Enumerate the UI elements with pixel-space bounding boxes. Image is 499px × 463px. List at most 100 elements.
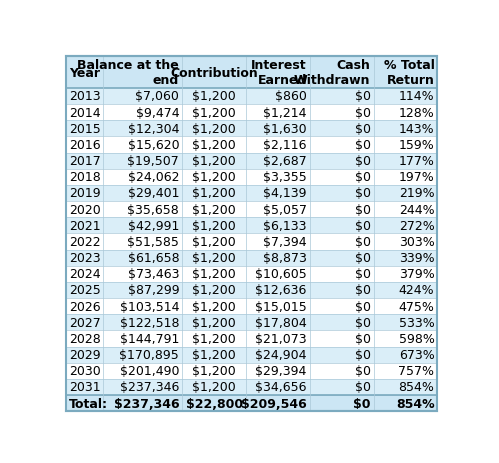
Text: 533%: 533% xyxy=(399,316,435,329)
Text: $12,304: $12,304 xyxy=(128,123,179,136)
Text: $0: $0 xyxy=(355,268,371,281)
Bar xyxy=(374,266,438,282)
Text: 303%: 303% xyxy=(399,236,435,249)
Text: 2016: 2016 xyxy=(69,139,101,152)
Text: Contribution: Contribution xyxy=(170,67,258,80)
Bar xyxy=(310,57,374,89)
Text: $5,057: $5,057 xyxy=(263,203,307,216)
Text: $1,200: $1,200 xyxy=(192,219,236,232)
Text: $237,346: $237,346 xyxy=(114,397,179,410)
Bar xyxy=(246,347,310,363)
Bar xyxy=(310,186,374,202)
Text: 673%: 673% xyxy=(399,349,435,362)
Bar xyxy=(374,234,438,250)
Text: $10,605: $10,605 xyxy=(255,268,307,281)
Bar xyxy=(182,395,246,411)
Text: 2019: 2019 xyxy=(69,187,101,200)
Bar xyxy=(246,137,310,153)
Bar xyxy=(374,347,438,363)
Text: $1,200: $1,200 xyxy=(192,364,236,377)
Bar xyxy=(182,105,246,121)
Text: $0: $0 xyxy=(355,349,371,362)
Bar xyxy=(310,169,374,186)
Text: 424%: 424% xyxy=(399,284,435,297)
Bar xyxy=(66,266,103,282)
Text: $170,895: $170,895 xyxy=(119,349,179,362)
Text: $7,060: $7,060 xyxy=(135,90,179,103)
Text: $29,401: $29,401 xyxy=(128,187,179,200)
Bar xyxy=(182,266,246,282)
Text: $17,804: $17,804 xyxy=(255,316,307,329)
Text: 2015: 2015 xyxy=(69,123,101,136)
Text: $0: $0 xyxy=(355,106,371,119)
Text: 339%: 339% xyxy=(399,251,435,264)
Text: $22,800: $22,800 xyxy=(186,397,243,410)
Bar xyxy=(310,379,374,395)
Text: 598%: 598% xyxy=(399,332,435,345)
Text: 2031: 2031 xyxy=(69,381,101,394)
Text: $19,507: $19,507 xyxy=(127,155,179,168)
Text: 2013: 2013 xyxy=(69,90,101,103)
Text: $1,200: $1,200 xyxy=(192,349,236,362)
Bar xyxy=(246,282,310,299)
Bar xyxy=(374,137,438,153)
Bar xyxy=(310,314,374,331)
Bar xyxy=(374,121,438,137)
Bar xyxy=(246,395,310,411)
Bar xyxy=(66,57,103,89)
Text: 177%: 177% xyxy=(399,155,435,168)
Bar xyxy=(182,379,246,395)
Bar xyxy=(246,314,310,331)
Bar xyxy=(310,89,374,105)
Bar xyxy=(310,218,374,234)
Bar xyxy=(103,89,182,105)
Text: $0: $0 xyxy=(355,219,371,232)
Text: 2025: 2025 xyxy=(69,284,101,297)
Text: 2022: 2022 xyxy=(69,236,101,249)
Bar xyxy=(374,282,438,299)
Bar xyxy=(182,186,246,202)
Text: 2023: 2023 xyxy=(69,251,101,264)
Bar xyxy=(66,153,103,169)
Text: 757%: 757% xyxy=(398,364,435,377)
Text: $9,474: $9,474 xyxy=(136,106,179,119)
Bar xyxy=(374,57,438,89)
Bar xyxy=(103,299,182,314)
Bar xyxy=(182,282,246,299)
Text: 475%: 475% xyxy=(399,300,435,313)
Text: 2018: 2018 xyxy=(69,171,101,184)
Bar xyxy=(66,121,103,137)
Bar xyxy=(246,266,310,282)
Bar xyxy=(103,331,182,347)
Bar xyxy=(103,363,182,379)
Text: 2026: 2026 xyxy=(69,300,101,313)
Text: 2021: 2021 xyxy=(69,219,101,232)
Bar xyxy=(310,331,374,347)
Text: $0: $0 xyxy=(355,284,371,297)
Text: $61,658: $61,658 xyxy=(128,251,179,264)
Bar xyxy=(66,331,103,347)
Text: 197%: 197% xyxy=(399,171,435,184)
Bar xyxy=(246,121,310,137)
Bar xyxy=(103,137,182,153)
Bar xyxy=(66,169,103,186)
Bar xyxy=(182,234,246,250)
Text: 114%: 114% xyxy=(399,90,435,103)
Bar xyxy=(246,234,310,250)
Text: $0: $0 xyxy=(355,187,371,200)
Text: $201,490: $201,490 xyxy=(120,364,179,377)
Text: $51,585: $51,585 xyxy=(127,236,179,249)
Text: $0: $0 xyxy=(355,155,371,168)
Bar xyxy=(66,395,103,411)
Text: $1,200: $1,200 xyxy=(192,139,236,152)
Bar xyxy=(310,282,374,299)
Bar xyxy=(246,218,310,234)
Text: $1,200: $1,200 xyxy=(192,300,236,313)
Bar xyxy=(246,331,310,347)
Bar xyxy=(66,282,103,299)
Text: $1,200: $1,200 xyxy=(192,236,236,249)
Text: $0: $0 xyxy=(355,316,371,329)
Text: $237,346: $237,346 xyxy=(120,381,179,394)
Text: 379%: 379% xyxy=(399,268,435,281)
Text: $15,620: $15,620 xyxy=(128,139,179,152)
